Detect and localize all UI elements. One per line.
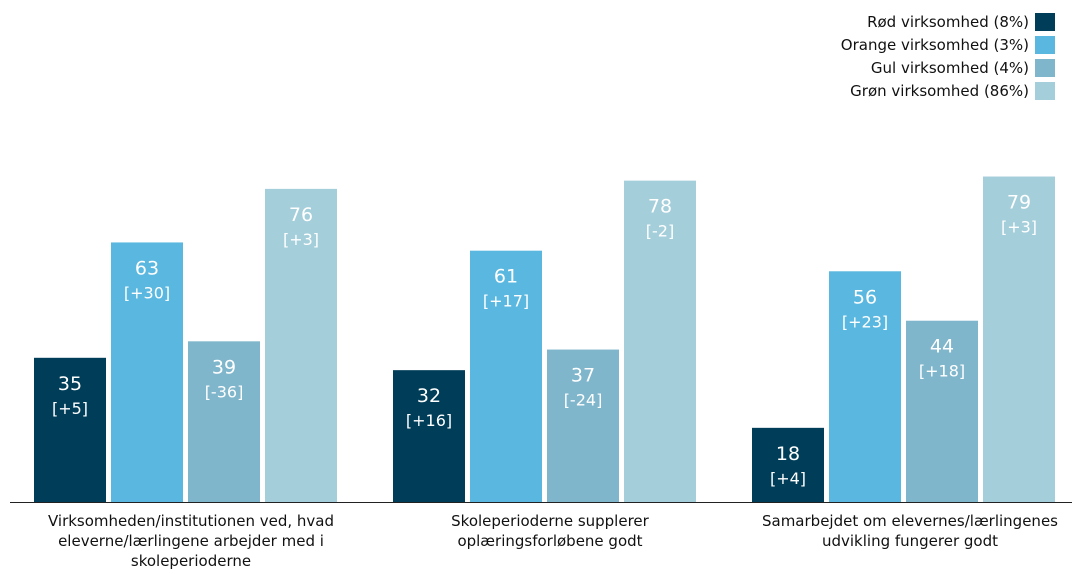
bar-value-label: 44 [930, 336, 954, 358]
bar-change-label: [-2] [646, 222, 674, 241]
category-label: Samarbejdet om elevernes/lærlingenes udv… [761, 512, 1058, 550]
bar-change-label: [+17] [483, 292, 529, 311]
bar-value-label: 39 [212, 356, 236, 378]
bar [470, 250, 542, 502]
bar [624, 180, 696, 502]
bar-change-label: [+5] [52, 399, 88, 418]
bar-value-label: 32 [417, 385, 441, 407]
bar-change-label: [+3] [1001, 218, 1037, 237]
bar [111, 242, 183, 502]
bar [34, 357, 106, 502]
bar-value-label: 79 [1007, 192, 1031, 214]
legend-label: Orange virksomhed (3%) [840, 35, 1029, 54]
bar [265, 188, 337, 502]
category-label: Virksomheden/institutionen ved, hvad ele… [47, 512, 335, 570]
legend-item-green: Grøn virksomhed (86%) [841, 79, 1055, 102]
bar [752, 427, 824, 502]
bar-value-label: 35 [58, 373, 82, 395]
bar [829, 271, 901, 502]
category-label: Skoleperioderne supplerer oplæringsforlø… [451, 512, 649, 550]
bar [906, 320, 978, 502]
legend-label: Rød virksomhed (8%) [867, 12, 1029, 31]
bar-value-label: 37 [571, 365, 595, 387]
legend-item-yellow: Gul virksomhed (4%) [841, 56, 1055, 79]
bar-value-label: 76 [289, 204, 313, 226]
bar-change-label: [-36] [205, 382, 244, 401]
legend-item-orange: Orange virksomhed (3%) [841, 33, 1055, 56]
legend-label: Gul virksomhed (4%) [870, 58, 1029, 77]
legend-item-red: Rød virksomhed (8%) [841, 10, 1055, 33]
legend-swatch [1035, 35, 1055, 54]
bar [983, 176, 1055, 502]
legend-swatch [1035, 12, 1055, 31]
bar-value-label: 18 [776, 443, 800, 465]
bar-change-label: [+23] [842, 312, 888, 331]
bar-value-label: 61 [494, 266, 518, 288]
legend: Rød virksomhed (8%) Orange virksomhed (3… [841, 10, 1055, 102]
bar-change-label: [+16] [406, 411, 452, 430]
legend-label: Grøn virksomhed (86%) [850, 81, 1029, 100]
bar-change-label: [+4] [770, 469, 806, 488]
bar-change-label: [+3] [283, 230, 319, 249]
bar-value-label: 56 [853, 286, 877, 308]
legend-swatch [1035, 81, 1055, 100]
bar-change-label: [+30] [124, 283, 170, 302]
bar-value-label: 78 [648, 196, 672, 218]
bar [547, 349, 619, 502]
bar-change-label: [+18] [919, 362, 965, 381]
bar [393, 370, 465, 502]
bar-value-label: 63 [135, 257, 159, 279]
bar [188, 341, 260, 502]
legend-swatch [1035, 58, 1055, 77]
bar-change-label: [-24] [564, 391, 603, 410]
